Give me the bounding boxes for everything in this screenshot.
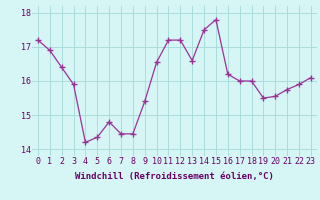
X-axis label: Windchill (Refroidissement éolien,°C): Windchill (Refroidissement éolien,°C) <box>75 172 274 181</box>
